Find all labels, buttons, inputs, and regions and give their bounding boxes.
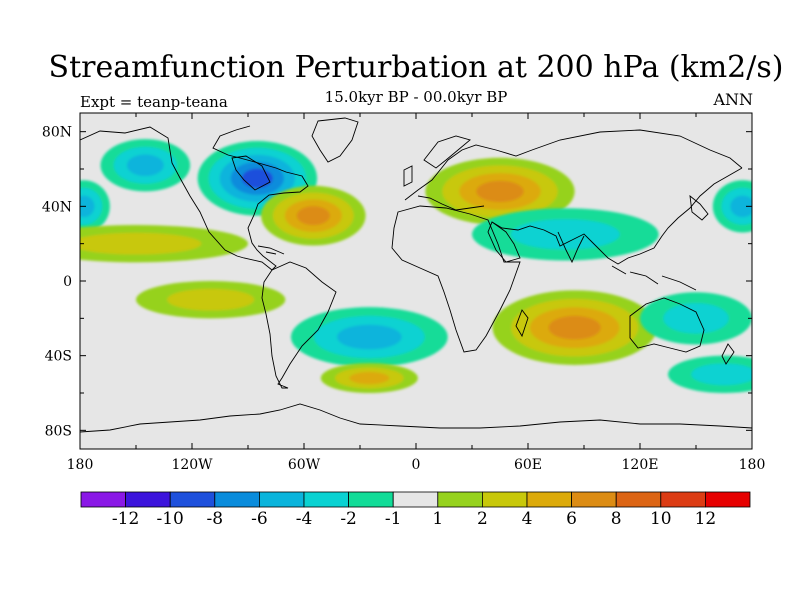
contour-cell-6 — [425, 157, 575, 225]
colorbar-swatch — [80, 491, 126, 508]
colorbar-swatch — [392, 491, 439, 508]
lat-tick-label: 0 — [63, 274, 72, 290]
lon-tick-label: 180 — [67, 457, 94, 473]
contour-band — [663, 303, 729, 334]
coastline-south-america — [261, 261, 337, 389]
coastline-hudson-bay — [231, 155, 271, 191]
contour-cell-12 — [320, 363, 418, 394]
coastline-greenland — [311, 117, 359, 163]
contour-band — [167, 288, 255, 311]
contour-band — [126, 154, 164, 177]
contour-cell-2 — [100, 139, 191, 192]
contour-cell-8 — [471, 208, 659, 261]
colorbar: -12 -10 -8 -6 -4 -2 -1 1 2 4 6 8 10 12 — [80, 491, 751, 529]
colorbar-label: -1 — [385, 509, 402, 529]
map-area — [80, 113, 752, 449]
lon-tick-label: 60W — [288, 457, 321, 473]
season-label: ANN — [713, 90, 753, 109]
coastline-india — [557, 231, 585, 264]
colorbar-label: -8 — [207, 509, 224, 529]
coastline-madagascar — [515, 309, 529, 338]
contour-cell-11 — [492, 290, 657, 365]
map-background — [80, 113, 752, 449]
contour-band — [691, 363, 752, 386]
colorbar-swatch — [169, 491, 216, 508]
colorbar-label: 1 — [432, 509, 443, 529]
contour-cell-3 — [80, 180, 110, 233]
coastline-maritime-continent — [611, 265, 697, 291]
lon-tick-label: 180 — [739, 457, 766, 473]
colorbar-swatch — [705, 491, 751, 508]
colorbar-swatch — [615, 491, 662, 508]
lon-tick-label: 120W — [171, 457, 213, 473]
contour-band — [241, 168, 273, 189]
colorbar-label: -2 — [340, 509, 357, 529]
lat-tick-label: 40N — [42, 199, 72, 215]
coastline-antarctica — [80, 403, 752, 433]
coastline-caribbean — [257, 245, 285, 255]
colorbar-label: 10 — [650, 509, 672, 529]
colorbar-label: -6 — [251, 509, 268, 529]
contour-cell-7 — [80, 225, 248, 263]
colorbar-label: 4 — [522, 509, 533, 529]
contour-band — [349, 371, 390, 385]
contour-band — [337, 324, 402, 350]
colorbar-swatch — [571, 491, 617, 508]
contour-band — [80, 195, 95, 218]
coastline-asia — [491, 129, 743, 265]
axis-ticks — [79, 113, 753, 449]
experiment-label: Expt = teanp-teana — [80, 93, 228, 111]
colorbar-swatch — [258, 491, 305, 508]
contour-cell-5 — [261, 185, 366, 246]
contour-cell-4 — [712, 180, 752, 233]
coastline-arabia — [487, 221, 521, 263]
colorbar-swatch — [526, 491, 572, 508]
colorbar-swatch — [125, 491, 171, 508]
colorbar-label: -4 — [296, 509, 313, 529]
contour-cell-10 — [136, 281, 286, 319]
contour-cell-9 — [290, 307, 448, 367]
colorbar-label: 6 — [566, 509, 577, 529]
colorbar-label: -10 — [157, 509, 184, 529]
coastline-australia — [629, 297, 705, 353]
contour-cell-14 — [668, 355, 752, 393]
colorbar-swatch — [303, 491, 349, 508]
contour-band — [730, 195, 752, 218]
lon-tick-label: 0 — [412, 457, 421, 473]
contour-band — [296, 206, 330, 226]
contour-fills — [80, 139, 752, 394]
colorbar-label: 8 — [611, 509, 622, 529]
contour-band — [80, 232, 202, 255]
contour-band — [510, 219, 620, 250]
chart-title: Streamfunction Perturbation at 200 hPa (… — [48, 50, 784, 85]
contour-cell-13 — [640, 292, 752, 345]
colorbar-label: 12 — [695, 509, 717, 529]
lon-tick-label: 60E — [514, 457, 542, 473]
colorbar-swatch — [660, 491, 706, 508]
coastline-north-america — [80, 125, 309, 271]
colorbar-label: -12 — [112, 509, 139, 529]
colorbar-swatch — [437, 491, 483, 508]
coastline-new-zealand — [721, 343, 735, 365]
coastline-africa — [391, 205, 521, 353]
lat-tick-label: 80S — [45, 423, 72, 439]
coastline-scandinavia — [423, 135, 471, 169]
lon-tick-label: 120E — [622, 457, 659, 473]
lat-tick-label: 80N — [42, 125, 72, 141]
contour-band — [476, 180, 524, 203]
coastline-british-isles — [403, 165, 413, 187]
coastline-japan — [689, 194, 709, 221]
colorbar-swatch — [214, 491, 260, 508]
colorbar-swatch — [481, 491, 528, 508]
lat-tick-label: 40S — [45, 349, 72, 365]
coastlines — [80, 117, 752, 433]
colorbar-label: 2 — [477, 509, 488, 529]
coastline-europe — [404, 144, 533, 211]
colorbar-swatch — [348, 491, 394, 508]
axis-labels: 80N 40N 0 40S 80S 180 120W 60W 0 60E 120E 180 — [42, 125, 765, 473]
chart-subtitle: 15.0kyr BP - 00.0kyr BP — [324, 88, 508, 106]
contour-band — [548, 315, 601, 340]
